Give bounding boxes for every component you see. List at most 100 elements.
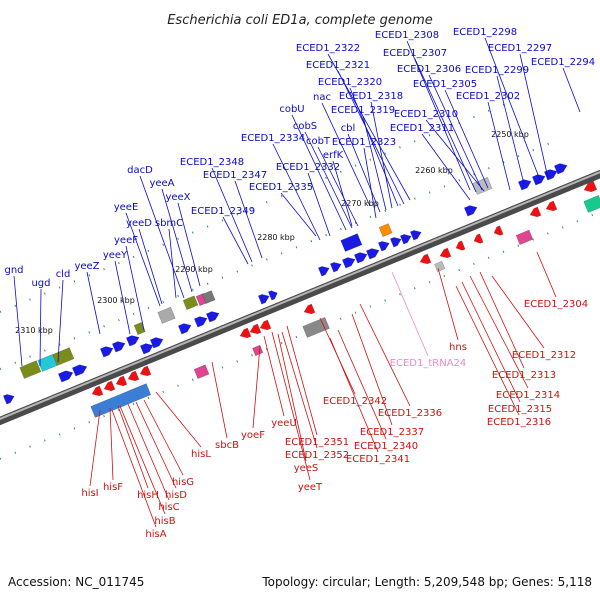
label-leader-line [421,133,471,201]
forward-gene-label: cld [56,269,71,280]
label-leader-line [444,89,489,189]
reverse-gene-arrow [493,225,504,236]
label-leader-line [271,331,311,481]
label-leader-line [425,119,485,192]
forward-gene-arrow [329,262,342,273]
reverse-gene-arrow [139,365,152,377]
feature-glyphs [2,163,600,418]
forward-gene-arrow [257,294,270,305]
label-leader-line [484,37,541,181]
tick-label: 2310 kbp [15,326,53,335]
forward-gene-arrow [517,179,532,191]
forward-gene-label: erfK [323,150,344,161]
reverse-gene-arrow [303,303,316,315]
guide-track [0,138,561,370]
forward-gene-label: ECED1_2348 [180,157,244,168]
forward-gene-label: yeeD [126,218,152,229]
map-title: Escherichia coli ED1a, complete genome [167,13,433,28]
forward-gene-label: ECED1_2294 [531,57,595,68]
label-leader-line [272,143,321,241]
label-leader-line [414,58,477,193]
reverse-gene-arrow [419,253,432,265]
reverse-gene-label: hisL [191,449,211,460]
label-leader-line [349,87,399,207]
label-leader-line [277,333,307,462]
label-leader-line [304,131,353,229]
feature-block [340,233,363,252]
forward-gene-label: ECED1_2318 [339,91,403,102]
reverse-gene-label: ECED1_2337 [360,427,424,438]
label-leader-line [109,407,114,481]
forward-gene-arrow [531,174,546,186]
label-leader-line [469,275,529,389]
label-leader-line [359,303,411,407]
reverse-gene-label: yeeU [271,418,297,429]
label-leader-line [562,67,581,113]
reverse-gene-label: ECED1_2315 [488,404,552,415]
label-leader-line [428,74,483,191]
label-leader-line [281,331,318,449]
reverse-gene-label: yeeT [298,482,323,493]
reverse-gene-label: ECED1_2351 [285,437,349,448]
reverse-gene-label: hisI [81,488,98,499]
reverse-gene-label: ECED1_2336 [378,408,442,419]
feature-block [90,383,152,418]
forward-gene-arrow [399,234,412,245]
label-leader-line [487,101,511,191]
label-leader-line [222,216,249,265]
tick-label: 2290 kbp [175,265,213,274]
reverse-gene-label: hisH [137,490,159,501]
label-leader-line [168,228,177,299]
forward-gene-label: ECED1_2349 [191,206,255,217]
label-leader-line [329,337,379,453]
forward-gene-label: yeeA [149,178,174,189]
label-leader-line [139,175,185,299]
reverse-gene-arrow [439,247,452,259]
forward-gene-arrow [389,237,402,248]
label-leader-line [125,245,145,331]
forward-gene-label: cobT [306,136,331,147]
forward-gene-label: ECED1_2310 [394,109,458,120]
reverse-gene-label: hisG [172,477,194,488]
feature-block [182,295,199,310]
feature-block [434,260,446,273]
forward-gene-label: yeeY [103,250,128,261]
forward-gene-label: dacD [127,165,153,176]
forward-gene-arrow [71,364,88,377]
reverse-gene-arrow [545,200,558,212]
reverse-gene-arrow [91,385,104,397]
forward-gene-arrow [377,241,390,252]
label-leader-line [496,75,525,185]
label-leader-line [127,403,170,501]
label-leader-line [337,329,387,440]
label-leader-line [455,285,520,416]
forward-gene-label: ECED1_2323 [332,137,396,148]
forward-gene-arrow [317,266,330,277]
forward-gene-arrow [267,290,278,301]
label-leader-line [89,409,101,487]
reverse-gene-label: ECED1_2352 [285,450,349,461]
label-leader-line [155,391,202,448]
forward-gene-arrow [2,394,15,405]
forward-gene-label: ECED1_2299 [465,65,529,76]
forward-gene-label: yeeF [114,235,138,246]
label-leader-line [362,115,387,211]
reverse-gene-arrow [249,323,262,335]
forward-gene-arrow [341,257,356,269]
forward-gene-label: ECED1_2332 [276,162,340,173]
forward-gene-label: ECED1_2347 [203,170,267,181]
forward-gene-arrow [99,346,114,358]
forward-gene-label: gnd [4,265,23,276]
label-leader-line [291,114,347,231]
forward-gene-arrow [125,335,140,347]
label-leader-line [13,275,23,367]
forward-gene-label: cobU [279,104,304,115]
label-leader-line [211,361,228,439]
label-leader-line [479,271,525,369]
reverse-gene-label: ECED1_2341 [346,454,410,465]
label-leader-line [234,180,263,259]
label-leader-line [286,325,318,436]
label-leader-line [114,260,131,335]
forward-gene-label: ECED1_2297 [488,43,552,54]
